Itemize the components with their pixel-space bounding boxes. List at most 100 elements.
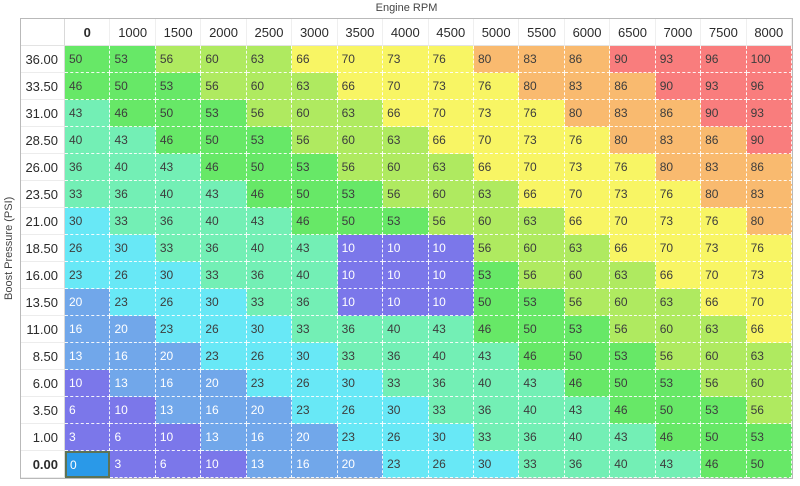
cell-r4c7[interactable]: 60: [383, 154, 429, 181]
cell-r13c1[interactable]: 10: [110, 397, 156, 424]
cell-r1c8[interactable]: 73: [428, 73, 474, 100]
cell-r7c10[interactable]: 60: [519, 235, 565, 262]
cell-r10c4[interactable]: 30: [246, 316, 293, 343]
cell-r2c4[interactable]: 56: [246, 100, 293, 127]
cell-r12c14[interactable]: 56: [701, 370, 747, 397]
cell-r14c12[interactable]: 43: [610, 424, 656, 451]
col-header-4500[interactable]: 4500: [428, 19, 474, 46]
cell-r11c11[interactable]: 50: [564, 343, 611, 370]
cell-r1c5[interactable]: 63: [292, 73, 338, 100]
cell-r9c8[interactable]: 10: [428, 289, 474, 316]
cell-r10c2[interactable]: 23: [155, 316, 202, 343]
cell-r3c8[interactable]: 66: [428, 127, 474, 154]
cell-r9c2[interactable]: 26: [155, 289, 202, 316]
cell-r1c9[interactable]: 76: [473, 73, 520, 100]
cell-r3c12[interactable]: 80: [610, 127, 656, 154]
row-header-31.00[interactable]: 31.00: [21, 100, 65, 127]
cell-r7c9[interactable]: 56: [473, 235, 520, 262]
col-header-1000[interactable]: 1000: [110, 19, 156, 46]
cell-r8c5[interactable]: 40: [292, 262, 338, 289]
cell-r9c12[interactable]: 60: [610, 289, 656, 316]
cell-r14c9[interactable]: 33: [473, 424, 520, 451]
cell-r2c0[interactable]: 43: [65, 100, 111, 127]
cell-r1c1[interactable]: 50: [110, 73, 156, 100]
cell-r1c0[interactable]: 46: [65, 73, 111, 100]
col-header-0[interactable]: 0: [65, 19, 111, 46]
col-header-6500[interactable]: 6500: [610, 19, 656, 46]
cell-r12c8[interactable]: 36: [428, 370, 474, 397]
cell-r3c2[interactable]: 46: [155, 127, 202, 154]
row-header-36.00[interactable]: 36.00: [21, 46, 65, 73]
cell-r15c14[interactable]: 46: [701, 451, 747, 478]
cell-r8c9[interactable]: 53: [473, 262, 520, 289]
cell-r8c14[interactable]: 70: [701, 262, 747, 289]
cell-r13c10[interactable]: 40: [519, 397, 565, 424]
cell-r15c2[interactable]: 6: [155, 451, 202, 478]
cell-r8c7[interactable]: 10: [383, 262, 429, 289]
cell-r14c5[interactable]: 20: [292, 424, 338, 451]
cell-r4c0[interactable]: 36: [65, 154, 111, 181]
cell-r4c13[interactable]: 80: [655, 154, 702, 181]
cell-r7c8[interactable]: 10: [428, 235, 474, 262]
cell-r11c8[interactable]: 40: [428, 343, 474, 370]
cell-r4c5[interactable]: 53: [292, 154, 338, 181]
cell-r9c13[interactable]: 63: [655, 289, 702, 316]
cell-r3c3[interactable]: 50: [201, 127, 247, 154]
cell-r1c11[interactable]: 83: [564, 73, 611, 100]
cell-r9c9[interactable]: 50: [473, 289, 520, 316]
cell-r12c11[interactable]: 46: [564, 370, 611, 397]
cell-r1c12[interactable]: 86: [610, 73, 656, 100]
cell-r3c7[interactable]: 63: [383, 127, 429, 154]
cell-r9c6[interactable]: 10: [337, 289, 384, 316]
cell-r2c12[interactable]: 83: [610, 100, 656, 127]
cell-r2c3[interactable]: 53: [201, 100, 247, 127]
cell-r7c4[interactable]: 40: [246, 235, 293, 262]
cell-r6c6[interactable]: 50: [337, 208, 384, 235]
cell-r0c0[interactable]: 50: [65, 46, 111, 73]
cell-r0c2[interactable]: 56: [155, 46, 202, 73]
cell-r13c14[interactable]: 53: [701, 397, 747, 424]
cell-r15c0[interactable]: 0: [65, 451, 111, 478]
cell-r13c7[interactable]: 30: [383, 397, 429, 424]
cell-r5c13[interactable]: 76: [655, 181, 702, 208]
cell-r1c3[interactable]: 56: [201, 73, 247, 100]
cell-r0c6[interactable]: 70: [337, 46, 384, 73]
cell-r13c11[interactable]: 43: [564, 397, 611, 424]
cell-r8c1[interactable]: 26: [110, 262, 156, 289]
cell-r14c1[interactable]: 6: [110, 424, 156, 451]
cell-r7c0[interactable]: 26: [65, 235, 111, 262]
cell-r5c9[interactable]: 63: [473, 181, 520, 208]
cell-r9c0[interactable]: 20: [65, 289, 111, 316]
cell-r14c11[interactable]: 40: [564, 424, 611, 451]
cell-r12c1[interactable]: 13: [110, 370, 156, 397]
cell-r8c12[interactable]: 63: [610, 262, 656, 289]
col-header-4000[interactable]: 4000: [383, 19, 429, 46]
row-header-33.50[interactable]: 33.50: [21, 73, 65, 100]
cell-r13c12[interactable]: 46: [610, 397, 656, 424]
cell-r3c9[interactable]: 70: [473, 127, 520, 154]
cell-r7c2[interactable]: 33: [155, 235, 202, 262]
cell-r8c2[interactable]: 30: [155, 262, 202, 289]
cell-r14c2[interactable]: 10: [155, 424, 202, 451]
cell-r13c6[interactable]: 26: [337, 397, 384, 424]
cell-r0c10[interactable]: 83: [519, 46, 565, 73]
cell-r13c9[interactable]: 36: [473, 397, 520, 424]
row-header-28.50[interactable]: 28.50: [21, 127, 65, 154]
cell-r11c15[interactable]: 63: [746, 343, 792, 370]
col-header-2000[interactable]: 2000: [201, 19, 247, 46]
row-header-13.50[interactable]: 13.50: [21, 289, 65, 316]
cell-r9c7[interactable]: 10: [383, 289, 429, 316]
cell-r12c4[interactable]: 23: [246, 370, 293, 397]
cell-r5c2[interactable]: 40: [155, 181, 202, 208]
cell-r11c0[interactable]: 13: [65, 343, 111, 370]
cell-r5c1[interactable]: 36: [110, 181, 156, 208]
cell-r12c7[interactable]: 33: [383, 370, 429, 397]
cell-r9c1[interactable]: 23: [110, 289, 156, 316]
cell-r2c14[interactable]: 90: [701, 100, 747, 127]
cell-r7c6[interactable]: 10: [337, 235, 384, 262]
cell-r12c5[interactable]: 26: [292, 370, 338, 397]
col-header-7000[interactable]: 7000: [655, 19, 702, 46]
cell-r6c2[interactable]: 36: [155, 208, 202, 235]
cell-r8c0[interactable]: 23: [65, 262, 111, 289]
cell-r7c13[interactable]: 70: [655, 235, 702, 262]
